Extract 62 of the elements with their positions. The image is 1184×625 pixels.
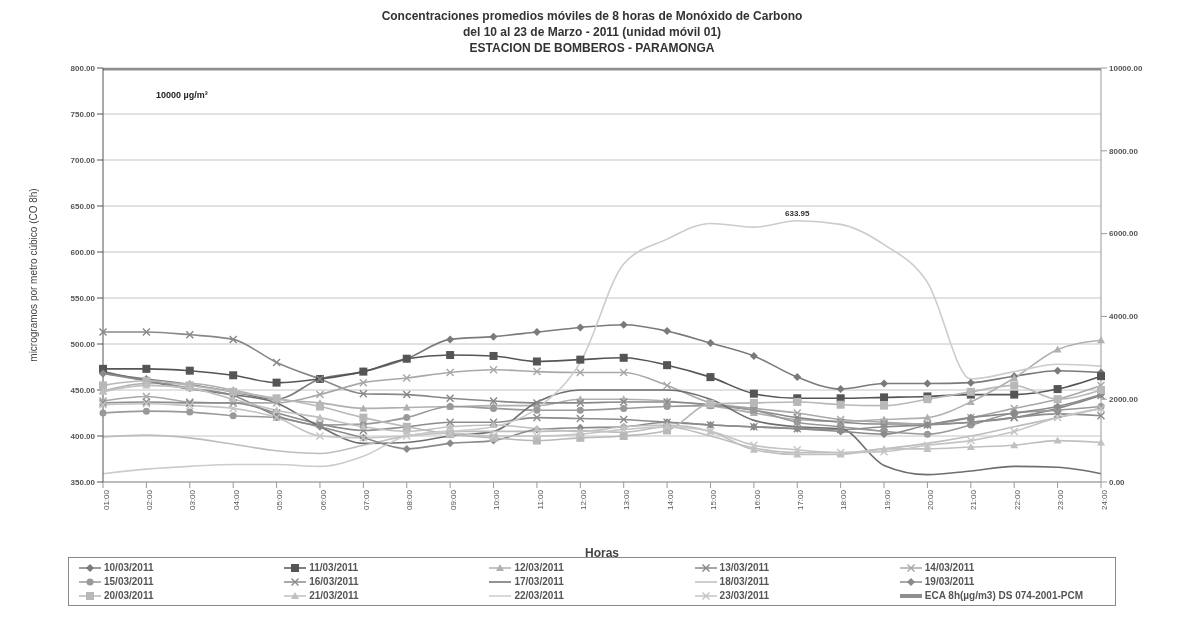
legend-label: 20/03/2011 xyxy=(104,590,154,601)
y-tick-label: 650.00 xyxy=(70,201,96,211)
x-tick-label: 12:00 xyxy=(578,489,588,511)
x-tick-label: 20:00 xyxy=(926,489,936,511)
y-axis-title: microgramos por metro cúbico (CO 8h) xyxy=(27,188,39,362)
legend-label: 11/03/2011 xyxy=(309,562,359,573)
x-tick-label: 06:00 xyxy=(318,489,328,511)
x-tick-label: 09:00 xyxy=(448,489,458,511)
x-tick-label: 04:00 xyxy=(231,489,241,511)
x-tick-label: 15:00 xyxy=(709,489,719,511)
x-tick-label: 11:00 xyxy=(535,489,545,510)
y-tick-label: 550.00 xyxy=(70,293,96,303)
y-tick-label: 750.00 xyxy=(70,109,96,119)
y2-tick-label: 8000.00 xyxy=(1109,146,1139,156)
x-tick-label: 21:00 xyxy=(969,489,979,511)
x-tick-label: 14:00 xyxy=(665,489,675,511)
y2-tick-label: 10000.00 xyxy=(1109,63,1143,73)
y2-tick-label: 4000.00 xyxy=(1109,312,1139,322)
legend-label: 17/03/2011 xyxy=(514,576,564,587)
text: ESTACION DE BOMBEROS - PARAMONGA xyxy=(469,41,715,55)
legend-label: 19/03/2011 xyxy=(924,576,975,587)
y-tick-label: 350.00 xyxy=(70,477,96,487)
x-tick-label: 13:00 xyxy=(622,489,632,511)
legend-label: 13/03/2011 xyxy=(719,562,770,573)
annotation: 633.95 xyxy=(785,208,811,218)
y-tick-label: 800.00 xyxy=(70,63,96,73)
annotation: 10000 µg/m³ xyxy=(156,90,208,100)
x-tick-label: 03:00 xyxy=(188,489,198,511)
text: del 10 al 23 de Marzo - 2011 (unidad móvil 01) xyxy=(462,25,722,39)
x-tick-label: 17:00 xyxy=(795,489,805,511)
y2-tick-label: 6000.00 xyxy=(1109,229,1139,239)
x-tick-label: 16:00 xyxy=(752,489,762,511)
x-tick-label: 01:00 xyxy=(101,489,111,511)
x-tick-label: 02:00 xyxy=(145,489,155,511)
x-tick-label: 23:00 xyxy=(1056,489,1066,511)
legend-label: 12/03/2011 xyxy=(514,562,564,573)
x-tick-label: 24:00 xyxy=(1099,489,1109,511)
legend-label: 23/03/2011 xyxy=(719,590,770,601)
x-tick-label: 05:00 xyxy=(275,489,285,511)
x-tick-label: 07:00 xyxy=(362,489,372,511)
legend-label: 18/03/2011 xyxy=(719,576,770,587)
y-tick-label: 700.00 xyxy=(70,155,96,165)
x-tick-label: 22:00 xyxy=(1012,489,1022,511)
legend-label: 21/03/2011 xyxy=(309,590,359,601)
y-tick-label: 400.00 xyxy=(70,431,96,441)
legend-label: 22/03/2011 xyxy=(514,590,564,601)
legend-label: ECA 8h(µg/m3) DS 074-2001-PCM xyxy=(924,590,1084,601)
x-tick-label: 10:00 xyxy=(492,489,502,511)
legend-label: 15/03/2011 xyxy=(104,576,154,587)
legend-label: 16/03/2011 xyxy=(309,576,359,587)
chart-title: Concentraciones promedios móviles de 8 horas de Monóxido de Carbono xyxy=(380,8,804,24)
y-tick-label: 500.00 xyxy=(70,339,96,349)
y-tick-label: 600.00 xyxy=(70,247,96,257)
legend-label: 14/03/2011 xyxy=(924,562,975,573)
x-axis-title: Horas xyxy=(584,546,620,560)
x-tick-label: 19:00 xyxy=(882,489,892,511)
y-tick-label: 450.00 xyxy=(70,385,96,395)
y2-tick-label: 2000.00 xyxy=(1109,395,1139,405)
legend-label: 10/03/2011 xyxy=(104,562,154,573)
x-tick-label: 18:00 xyxy=(839,489,849,511)
x-tick-label: 08:00 xyxy=(405,489,415,511)
y2-tick-label: 0.00 xyxy=(1109,477,1126,487)
